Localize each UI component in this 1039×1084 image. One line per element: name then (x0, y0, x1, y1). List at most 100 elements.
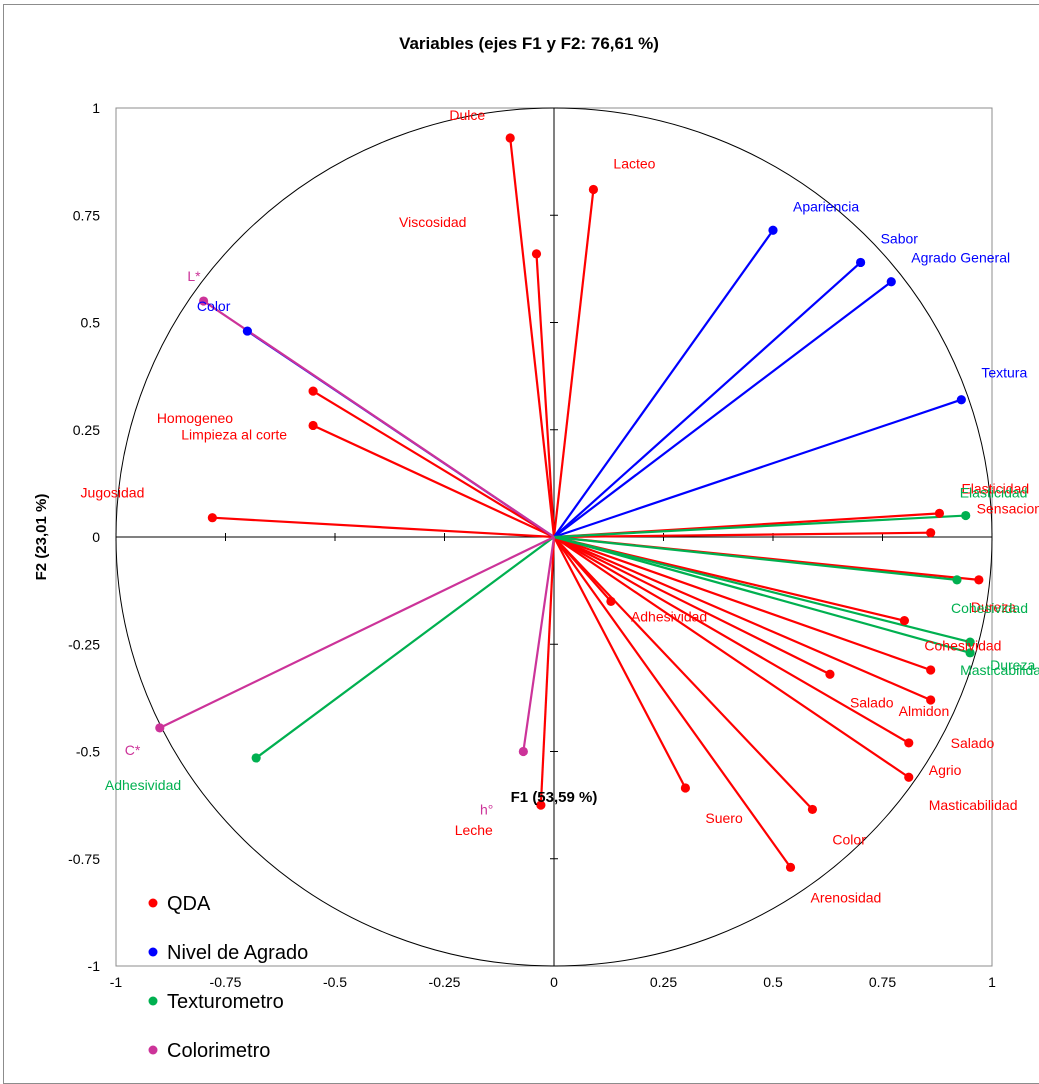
x-tick-label: -0.25 (429, 974, 461, 990)
point-label: Cohesividad (924, 638, 1001, 654)
vector-line (553, 531, 931, 539)
point-label: C* (125, 742, 141, 758)
point-label: L* (187, 268, 201, 284)
point-label: Color (197, 298, 231, 314)
x-axis-title: F1 (53,59 %) (511, 789, 598, 806)
vector-line (255, 536, 555, 759)
vector-point (505, 133, 515, 143)
vector-point (886, 277, 896, 287)
vector-line (553, 261, 862, 538)
vector-point (518, 746, 528, 757)
vector-point (926, 665, 936, 675)
vector-line (553, 536, 814, 811)
vector-line (202, 300, 555, 538)
vector-point (926, 695, 936, 705)
legend-marker (148, 947, 158, 957)
vector-point (207, 513, 217, 523)
legend-label: QDA (167, 893, 211, 915)
vector-line (553, 398, 962, 539)
point-label: Adhesividad (105, 777, 181, 793)
legend: QDA Nivel de Agrado Texturometro Colorimetr… (148, 893, 308, 1062)
legend-label: Texturometro (167, 991, 284, 1013)
point-label: Apariencia (793, 198, 859, 214)
vector-line (553, 536, 831, 676)
vector-point (926, 528, 936, 538)
x-tick-label: -0.5 (323, 974, 347, 990)
point-label: Suero (705, 810, 743, 826)
vector-line (553, 536, 687, 789)
y-tick-label: 0.25 (73, 422, 100, 438)
point-label: Lacteo (613, 156, 655, 172)
y-axis-title: F2 (23,01 %) (33, 494, 50, 581)
point-label: Cohesividad (951, 600, 1028, 616)
point-label: Agrio (929, 762, 962, 778)
vector-point (965, 648, 975, 658)
x-tick-label: 0.5 (763, 974, 783, 990)
point-label: Almidon (899, 703, 950, 719)
y-tick-label: 0.5 (81, 315, 101, 331)
x-tick-label: -0.75 (210, 974, 242, 990)
vector-point (952, 575, 962, 585)
x-tick-label: 0.25 (650, 974, 677, 990)
chart-title: Variables (ejes F1 y F2: 76,61 %) (399, 34, 659, 53)
vector-line (553, 535, 932, 672)
point-label: Masticabilidad (960, 662, 1039, 678)
vector-point (588, 184, 599, 195)
point-label: Textura (981, 365, 1027, 381)
x-tick-label: 1 (988, 974, 996, 990)
x-tick-label: 0 (550, 974, 558, 990)
point-label: Homogeneo (157, 410, 233, 426)
vector-line (552, 189, 595, 538)
x-tick-label: -1 (110, 974, 123, 990)
vector-point (956, 395, 966, 405)
point-label: Viscosidad (399, 214, 466, 230)
vector-point (531, 249, 542, 259)
vector-point (242, 326, 252, 336)
vector-line (553, 280, 892, 538)
vector-point (155, 723, 165, 733)
point-label: Elasticidad (961, 480, 1029, 496)
vector-line (312, 424, 555, 538)
tick-labels: -1 -0.75 -0.5 -0.25 0 0.25 0.5 0.75 1 1 0.75 0.5 0.2… (68, 100, 996, 990)
vector-line (159, 536, 555, 729)
vector-point (308, 386, 318, 396)
legend-label: Colorimetro (167, 1040, 270, 1062)
point-label: Jugosidad (81, 485, 145, 501)
point-label: Arenosidad (811, 889, 882, 905)
point-label: Dureza (990, 657, 1035, 673)
point-label: Sensacion plastica (977, 501, 1039, 517)
y-tick-label: -1 (88, 958, 101, 974)
vector-point (680, 783, 691, 793)
point-label: Color (832, 831, 866, 847)
legend-marker (148, 996, 158, 1006)
point-label: Agrado General (911, 250, 1010, 266)
legend-marker (148, 898, 158, 908)
point-label: Leche (455, 822, 493, 838)
vector-line (553, 535, 932, 702)
vector-point (785, 862, 796, 872)
vector-point (974, 575, 984, 585)
point-label: Dureza (971, 599, 1016, 615)
vector-line (553, 536, 792, 868)
vector-line (535, 253, 556, 538)
vector-point (308, 420, 318, 431)
legend-label: Nivel de Agrado (167, 942, 308, 964)
vector-line (509, 137, 556, 538)
vector-point (199, 296, 209, 306)
vector-line (553, 536, 910, 779)
point-label: Salado (850, 694, 894, 710)
vector-points (155, 133, 984, 872)
point-label: Dulce (449, 107, 485, 123)
y-tick-label: 0 (92, 529, 100, 545)
vector-line (212, 516, 555, 539)
vector-point (807, 804, 818, 815)
vector-point (251, 753, 261, 763)
y-tick-label: -0.5 (76, 744, 100, 760)
vector-point (606, 596, 616, 606)
vector-lines (159, 137, 979, 868)
point-label: Adhesividad (631, 608, 707, 624)
vector-line (553, 535, 971, 654)
vector-point (934, 508, 945, 519)
y-tick-label: -0.75 (68, 851, 100, 867)
